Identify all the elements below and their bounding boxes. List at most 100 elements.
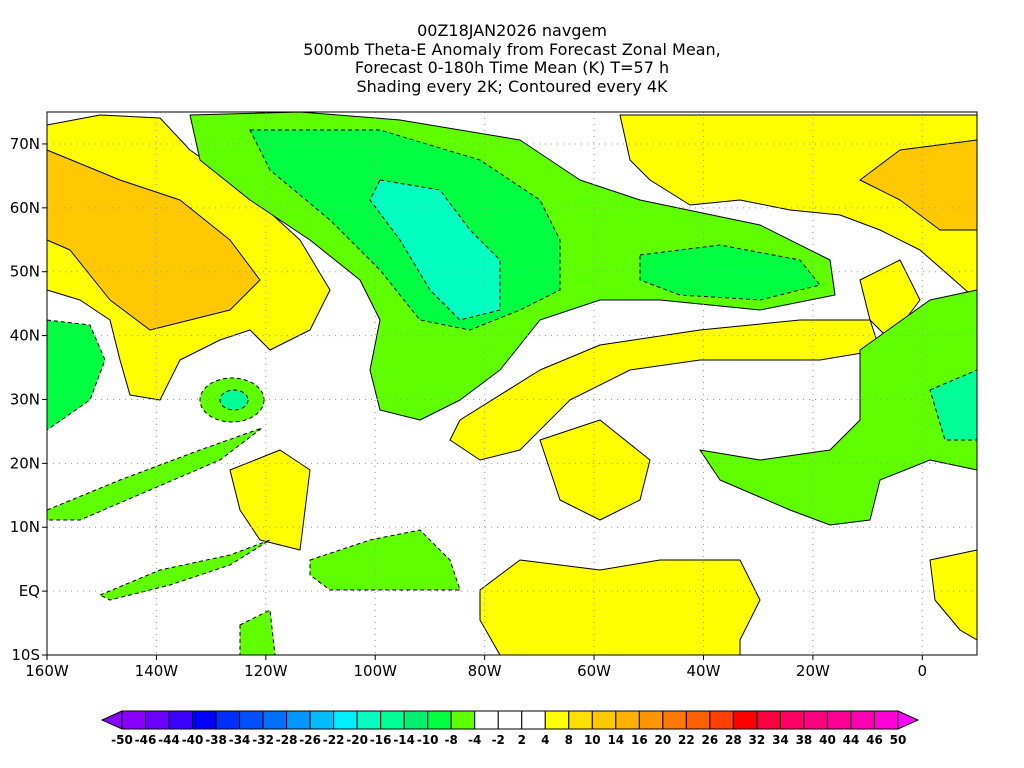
lon-tick-label: 60W	[577, 662, 611, 680]
colorbar-label: -20	[346, 733, 368, 747]
lon-tick-label: 160W	[25, 662, 69, 680]
title-line-3: Forecast 0-180h Time Mean (K) T=57 h	[354, 58, 670, 77]
colorbar-swatch	[638, 710, 664, 730]
anomaly-yellow-subtropical-atlantic	[449, 319, 881, 461]
colorbar-label: 26	[702, 733, 719, 747]
colorbar-swatch	[262, 710, 288, 730]
colorbar-swatch	[450, 710, 476, 730]
colorbar-label: -34	[229, 733, 251, 747]
lat-tick-label: 10N	[10, 518, 40, 536]
colorbar-label: -2	[492, 733, 505, 747]
colorbar-label: 40	[819, 733, 836, 747]
colorbar-label: -14	[393, 733, 415, 747]
colorbar-label: 2	[518, 733, 526, 747]
colorbar-swatch	[333, 710, 358, 730]
lon-tick-label: 0	[918, 662, 928, 680]
colorbar-swatch	[215, 710, 241, 730]
colorbar-swatch	[239, 710, 264, 730]
colorbar-swatch	[192, 710, 217, 730]
colorbar-label: -28	[276, 733, 298, 747]
colorbar: -50 -46 -44 -40 -38 -34 -32 -28 -26 -22 -20 -16 -14-…	[100, 710, 920, 747]
colorbar-label: -50	[111, 733, 133, 747]
colorbar-label: -44	[158, 733, 180, 747]
colorbar-label: 4	[541, 733, 549, 747]
colorbar-label: 20	[654, 733, 671, 747]
colorbar-label: 50	[890, 733, 907, 747]
colorbar-label: -32	[252, 733, 274, 747]
anomaly-green-ring-inner	[219, 389, 249, 411]
colorbar-label: -10	[417, 733, 439, 747]
colorbar-high-arrow	[897, 710, 920, 730]
colorbar-label: 14	[607, 733, 624, 747]
colorbar-label: -46	[135, 733, 157, 747]
anomaly-yellow-south-america	[479, 559, 761, 656]
colorbar-swatch	[427, 710, 452, 730]
colorbar-swatch	[850, 710, 875, 730]
colorbar-swatch	[356, 710, 382, 730]
lat-tick-label: 50N	[10, 263, 40, 281]
anomaly-green-equatorial	[309, 529, 461, 591]
colorbar-label: -38	[205, 733, 227, 747]
colorbar-swatch	[403, 710, 429, 730]
colorbar-label: -26	[299, 733, 321, 747]
colorbar-swatch	[568, 710, 593, 730]
lon-tick-label: 40W	[687, 662, 721, 680]
colorbar-swatch	[732, 710, 758, 730]
anomaly-green-west-pacific	[46, 319, 106, 431]
colorbar-label: 46	[866, 733, 883, 747]
title-line-1: 00Z18JAN2026 navgem	[417, 21, 607, 40]
lat-tick-label: 10S	[11, 646, 40, 664]
lon-tick-label: 100W	[354, 662, 398, 680]
title-line-2: 500mb Theta-E Anomaly from Forecast Zona…	[303, 39, 721, 59]
colorbar-label: 38	[796, 733, 813, 747]
lat-tick-label: EQ	[19, 582, 40, 600]
map-panel	[46, 111, 978, 656]
colorbar-swatch	[779, 710, 805, 730]
map-frame	[46, 111, 978, 656]
anomaly-green-pacific-band	[46, 427, 263, 521]
lat-tick-label: 20N	[10, 454, 40, 472]
colorbar-swatch	[591, 710, 617, 730]
lat-tick-label: 60N	[10, 199, 40, 217]
colorbar-swatch	[380, 710, 405, 730]
colorbar-swatch	[521, 710, 546, 730]
colorbar-swatch	[121, 710, 147, 730]
colorbar-swatch	[756, 710, 781, 730]
anomaly-yellow-africa	[929, 549, 978, 641]
lon-tick-label: 120W	[244, 662, 288, 680]
colorbar-swatch	[168, 710, 194, 730]
lon-tick-label: 20W	[796, 662, 830, 680]
colorbar-low-arrow	[100, 710, 123, 730]
colorbar-swatch	[685, 710, 711, 730]
anomaly-yellow-caribbean	[539, 419, 651, 521]
lat-tick-label: 30N	[10, 390, 40, 408]
title-line-4: Shading every 2K; Contoured every 4K	[356, 76, 668, 96]
lon-tick-label: 140W	[135, 662, 179, 680]
colorbar-label: -40	[182, 733, 204, 747]
colorbar-swatch	[803, 710, 828, 730]
colorbar-swatch	[544, 710, 570, 730]
colorbar-swatch	[662, 710, 687, 730]
lat-tick-label: 40N	[10, 327, 40, 345]
colorbar-label: 34	[772, 733, 789, 747]
anomaly-yellow-east-pacific	[229, 449, 311, 551]
lon-tick-label: 80W	[468, 662, 502, 680]
lon-axis: 160W 140W 120W 100W 80W 60W 40W 20W 0	[25, 655, 927, 680]
colorbar-swatch	[873, 710, 899, 730]
anomaly-green-pacific-band-2	[99, 539, 271, 601]
colorbar-label: -22	[323, 733, 345, 747]
colorbar-swatch	[309, 710, 335, 730]
colorbar-swatch	[497, 710, 523, 730]
colorbar-swatch	[826, 710, 852, 730]
colorbar-swatch	[474, 710, 499, 730]
colorbar-label: -8	[445, 733, 458, 747]
colorbar-swatch	[145, 710, 170, 730]
colorbar-swatch	[615, 710, 640, 730]
anomaly-orange-alaska	[46, 149, 261, 331]
anomaly-green-atlantic-band	[639, 244, 821, 301]
anomaly-cyan-canada	[369, 179, 501, 321]
colorbar-label: 8	[565, 733, 573, 747]
colorbar-label: 32	[749, 733, 766, 747]
colorbar-label: 28	[725, 733, 742, 747]
